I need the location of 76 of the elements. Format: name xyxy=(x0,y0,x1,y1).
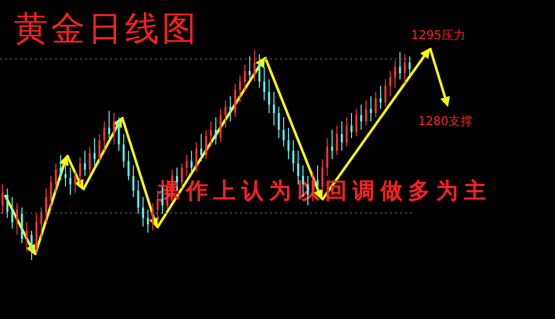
candlestick xyxy=(156,190,159,223)
candlestick xyxy=(258,54,260,88)
candlestick xyxy=(142,196,144,227)
candlestick xyxy=(94,138,96,166)
chart-title: 黄金日线图 xyxy=(14,8,199,51)
candlestick xyxy=(146,209,149,234)
candlestick xyxy=(60,154,62,181)
candlestick xyxy=(210,120,212,148)
candlestick xyxy=(287,127,290,160)
candlestick xyxy=(398,52,401,80)
candlestick xyxy=(50,176,52,210)
candlestick xyxy=(346,116,348,148)
candlestick xyxy=(6,188,8,218)
candlestick xyxy=(220,108,222,143)
candlestick xyxy=(69,167,72,196)
candlestick xyxy=(340,120,343,152)
candlestick xyxy=(404,54,406,84)
candlestick xyxy=(54,162,57,194)
candlestick xyxy=(79,156,82,185)
candlestick xyxy=(374,92,377,118)
candlestick xyxy=(297,150,300,185)
candlestick xyxy=(118,116,120,152)
candlestick xyxy=(292,140,294,172)
candlestick xyxy=(254,50,256,82)
candlestick xyxy=(331,129,334,160)
candlestick xyxy=(190,150,193,174)
candlestick xyxy=(108,110,110,139)
candlestick xyxy=(64,160,67,187)
candlestick xyxy=(336,125,338,156)
candlestick xyxy=(389,70,392,97)
candlestick xyxy=(2,184,4,214)
text: 1295压力 xyxy=(411,27,466,44)
candlestick xyxy=(84,150,86,176)
candlestick xyxy=(268,78,270,114)
candlestick xyxy=(137,180,140,214)
candlestick xyxy=(40,207,42,240)
candlestick xyxy=(88,146,91,174)
candlestick xyxy=(205,129,208,160)
candlestick xyxy=(186,154,188,176)
candlestick xyxy=(16,202,18,236)
candlestick xyxy=(263,66,266,101)
candlestick xyxy=(26,222,28,252)
candlestick xyxy=(239,74,242,103)
candlestick xyxy=(282,116,285,148)
candlestick xyxy=(384,78,386,108)
candlestick xyxy=(408,56,411,76)
candlestick xyxy=(244,64,246,92)
candlestick xyxy=(326,138,328,176)
candlestick xyxy=(112,112,115,145)
candlestick xyxy=(152,202,154,232)
candlestick xyxy=(229,96,232,122)
candlestick xyxy=(103,120,106,152)
candlestick xyxy=(394,60,396,88)
candlestick xyxy=(224,100,226,128)
candlestick xyxy=(234,83,236,118)
candlestick xyxy=(132,165,134,198)
candlestick xyxy=(278,106,280,139)
candlestick xyxy=(195,142,198,172)
candlestick xyxy=(355,108,358,137)
candlestick xyxy=(272,92,275,126)
text: 1280支撑 xyxy=(418,113,473,130)
candlestick xyxy=(11,196,14,229)
candlestick xyxy=(128,150,130,181)
candlestick xyxy=(30,230,33,260)
candlestick xyxy=(214,116,217,145)
candlestick xyxy=(98,134,100,164)
candlestick xyxy=(45,188,48,223)
candlestick xyxy=(380,85,382,110)
candlestick xyxy=(122,134,125,168)
candlestick xyxy=(248,56,251,80)
candlestick xyxy=(200,134,202,162)
candlestick xyxy=(74,171,76,194)
candlestick xyxy=(365,100,368,126)
candlestick xyxy=(360,104,362,130)
candlestick xyxy=(350,112,352,139)
candlestick xyxy=(370,96,372,122)
